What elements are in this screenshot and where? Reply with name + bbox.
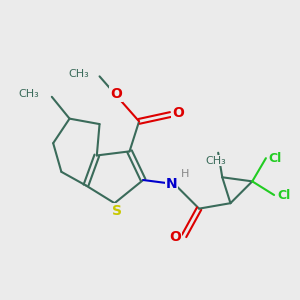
Text: O: O: [172, 106, 184, 120]
Text: CH₃: CH₃: [205, 156, 226, 166]
Text: N: N: [166, 177, 178, 191]
Text: Cl: Cl: [277, 188, 290, 202]
Text: H: H: [181, 169, 189, 179]
Text: O: O: [110, 87, 122, 101]
Text: CH₃: CH₃: [19, 89, 40, 99]
Text: S: S: [112, 204, 122, 218]
Text: Cl: Cl: [268, 152, 281, 165]
Text: CH₃: CH₃: [68, 69, 88, 79]
Text: O: O: [169, 230, 181, 244]
